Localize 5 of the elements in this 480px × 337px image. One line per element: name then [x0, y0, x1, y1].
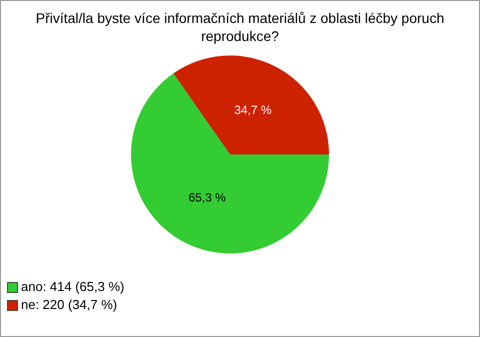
data-label: 34,7 %	[234, 102, 272, 117]
legend-label: ne: 220 (34,7 %)	[21, 296, 118, 314]
chart-title: Přivítal/la byste více informačních materiálů z oblasti léčby poruch reprodukce?	[34, 9, 446, 45]
legend-label: ano: 414 (65,3 %)	[21, 278, 124, 296]
data-label: 65,3 %	[188, 190, 226, 205]
